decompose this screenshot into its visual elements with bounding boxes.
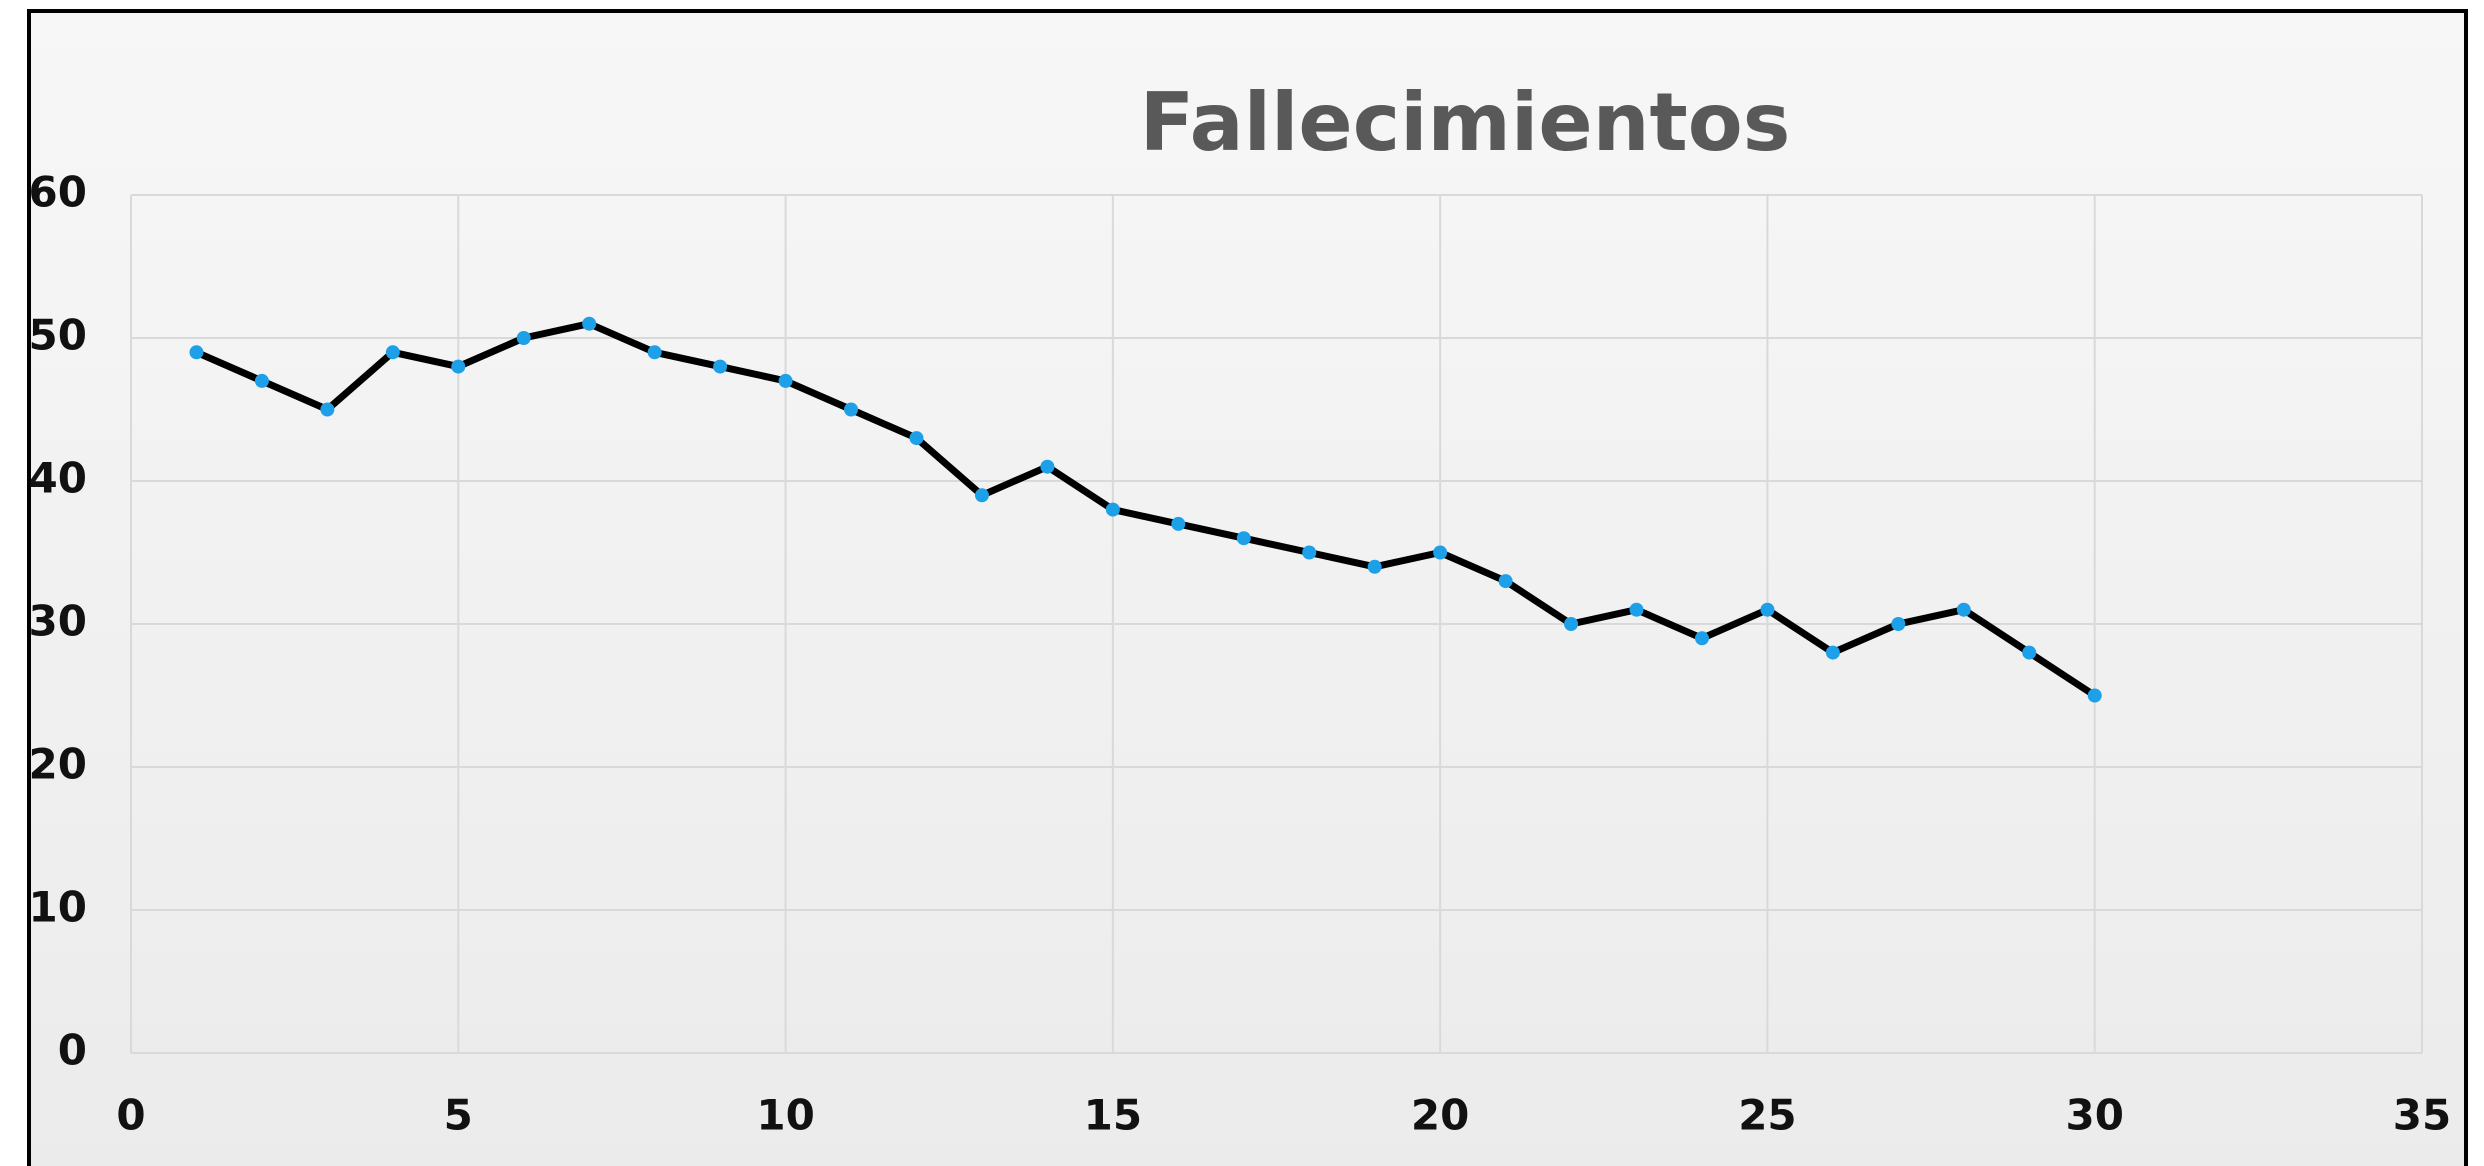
data-point [647, 345, 662, 360]
data-point [1171, 516, 1186, 531]
data-point [1891, 617, 1906, 631]
y-tick-label: 60 [29, 168, 87, 217]
data-point [2022, 645, 2037, 660]
data-point [320, 402, 335, 417]
data-point [1760, 602, 1775, 617]
data-point [1564, 617, 1579, 631]
x-tick-label: 0 [116, 1091, 145, 1140]
data-point [1629, 602, 1644, 617]
data-point [778, 373, 793, 388]
data-point [1498, 574, 1513, 589]
chart-title: Fallecimientos [1140, 76, 1791, 169]
data-point [451, 359, 466, 374]
data-point [1040, 459, 1055, 474]
chart-frame [27, 9, 2468, 1166]
data-point [974, 488, 989, 503]
x-tick-label: 15 [1084, 1091, 1142, 1140]
data-point [254, 373, 269, 388]
y-tick-label: 40 [29, 454, 87, 503]
data-point [189, 345, 204, 360]
data-point [1302, 545, 1317, 560]
y-tick-label: 50 [29, 311, 87, 360]
x-tick-label: 5 [444, 1091, 473, 1140]
data-point [844, 402, 859, 417]
data-point [713, 359, 728, 374]
x-tick-label: 10 [756, 1091, 814, 1140]
data-point [1236, 531, 1251, 546]
x-tick-label: 30 [2065, 1091, 2123, 1140]
data-line [195, 320, 2097, 699]
y-tick-label: 30 [29, 597, 87, 646]
data-point [1433, 545, 1448, 560]
data-point [1956, 602, 1971, 617]
y-tick-label: 20 [29, 740, 87, 789]
data-point [582, 316, 597, 331]
data-point [1105, 502, 1120, 517]
data-point [2087, 688, 2102, 703]
x-tick-label: 25 [1738, 1091, 1796, 1140]
data-point [516, 331, 531, 345]
y-tick-label: 0 [58, 1026, 87, 1075]
data-point [1825, 645, 1840, 660]
x-tick-label: 35 [2393, 1091, 2451, 1140]
data-point [1694, 631, 1709, 646]
x-tick-label: 20 [1411, 1091, 1469, 1140]
data-point [385, 345, 400, 360]
data-point [909, 431, 924, 446]
y-tick-label: 10 [29, 883, 87, 932]
data-point [1367, 559, 1382, 574]
